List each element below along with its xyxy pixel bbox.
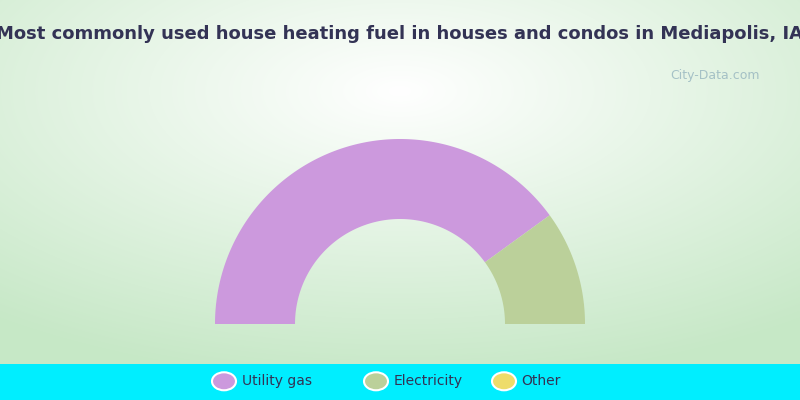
Text: Utility gas: Utility gas — [242, 374, 312, 388]
Polygon shape — [215, 139, 550, 324]
Polygon shape — [485, 215, 585, 324]
Ellipse shape — [212, 372, 236, 390]
Ellipse shape — [492, 372, 516, 390]
Text: Other: Other — [522, 374, 561, 388]
Text: Electricity: Electricity — [394, 374, 462, 388]
Ellipse shape — [364, 372, 388, 390]
Text: Most commonly used house heating fuel in houses and condos in Mediapolis, IA: Most commonly used house heating fuel in… — [0, 25, 800, 43]
Text: City-Data.com: City-Data.com — [670, 69, 760, 82]
